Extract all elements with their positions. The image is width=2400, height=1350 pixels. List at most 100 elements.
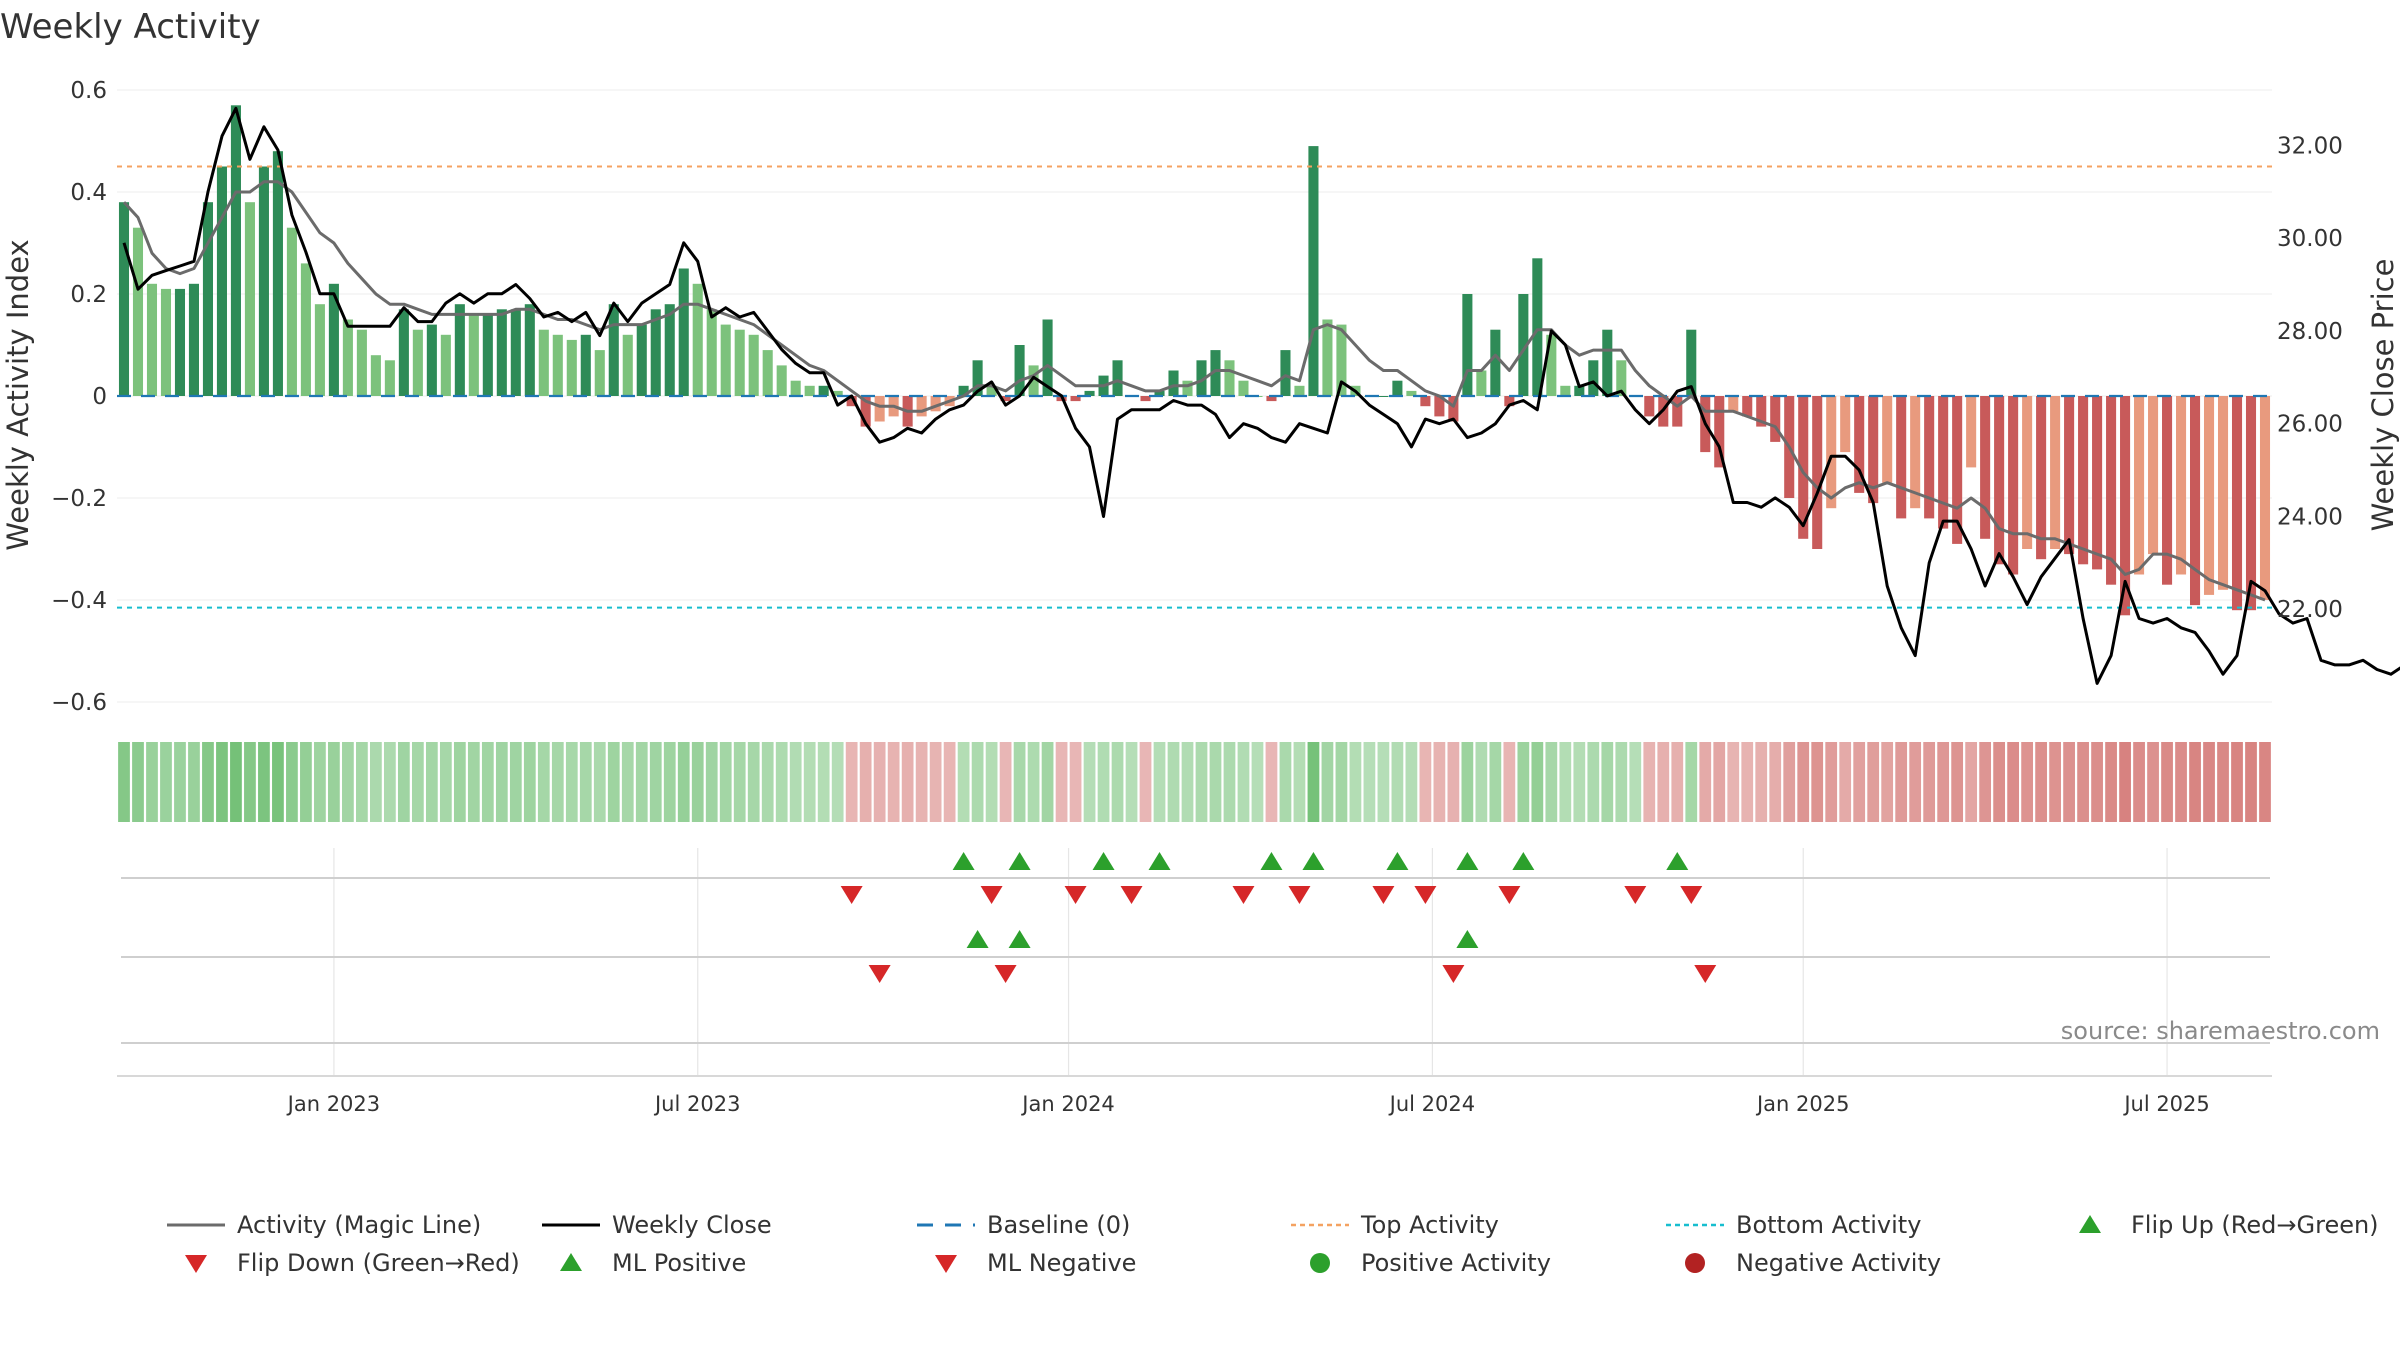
flip-up-marker <box>1260 852 1283 870</box>
heat-strip-cell <box>230 742 242 822</box>
legend-label: Weekly Close <box>612 1211 772 1239</box>
heat-strip-cell <box>1979 742 1992 822</box>
activity-bar <box>1952 396 1963 544</box>
legend-item: Activity (Magic Line) <box>167 1211 481 1239</box>
heat-strip-cell <box>2021 742 2033 822</box>
activity-bar <box>818 385 829 396</box>
heat-strip-cell <box>719 742 732 822</box>
heat-strip-cell <box>943 742 956 822</box>
activity-bar <box>524 304 535 396</box>
heat-strip-cell <box>342 742 354 822</box>
heat-strip-cell <box>328 742 340 822</box>
activity-bar <box>2078 396 2089 565</box>
legend-label: Positive Activity <box>1361 1249 1551 1277</box>
heat-strip-cell <box>2203 742 2215 822</box>
heat-strip-cell <box>1335 742 1348 822</box>
activity-bar <box>1434 396 1445 417</box>
heat-strip-cell <box>1741 742 1754 822</box>
heat-strip-cell <box>1769 742 1782 822</box>
legend-item: ML Positive <box>560 1249 746 1277</box>
activity-bar <box>748 334 759 396</box>
activity-bar <box>1238 380 1249 396</box>
heat-strip-cell <box>258 742 270 822</box>
activity-bar <box>1672 396 1683 427</box>
y-tick-label: −0.6 <box>51 690 107 716</box>
heat-strip-cell <box>1559 742 1572 822</box>
activity-bar <box>2008 396 2019 575</box>
heat-strip-cell <box>1069 742 1082 822</box>
legend-swatch <box>185 1255 207 1273</box>
activity-bar <box>608 304 619 396</box>
heat-strip-cell <box>1167 742 1180 822</box>
heat-strip-cell <box>1209 742 1222 822</box>
activity-bar <box>1924 396 1935 519</box>
legend-swatch <box>2079 1215 2101 1233</box>
heat-strip-cell <box>579 742 592 822</box>
heat-strip-cell <box>803 742 816 822</box>
y-axis-title: Weekly Activity Index <box>1 239 35 550</box>
heat-strip-cell <box>705 742 718 822</box>
activity-bar <box>468 314 479 396</box>
grid-lines <box>117 89 2272 1075</box>
activity-bar <box>118 202 130 396</box>
heat-strip-cell <box>1643 742 1656 822</box>
heat-strip-cell <box>1013 742 1026 822</box>
ml-negative-marker <box>1694 965 1717 983</box>
ml-positive-marker <box>966 930 989 948</box>
heat-strip-cell <box>1405 742 1418 822</box>
activity-bar <box>1140 396 1151 402</box>
heat-strip-cell <box>2133 742 2145 822</box>
activity-bar <box>132 227 144 396</box>
heat-strip-cell <box>971 742 984 822</box>
y2-tick-label: 26.00 <box>2277 412 2343 438</box>
heat-strip-cell <box>2175 742 2187 822</box>
heat-strip-cell <box>691 742 704 822</box>
activity-bar <box>916 396 927 417</box>
heat-strip-cell <box>1881 742 1894 822</box>
heat-strip-cell <box>1825 742 1838 822</box>
activity-bar <box>356 329 367 396</box>
activity-bar <box>790 380 801 396</box>
heat-strip-cell <box>1811 742 1824 822</box>
activity-bar <box>2203 396 2215 595</box>
legend-swatch <box>1685 1253 1705 1273</box>
heat-strip-cell <box>2259 742 2271 822</box>
heat-strip-cell <box>1349 742 1362 822</box>
activity-bar <box>1000 396 1011 402</box>
activity-bar <box>1084 390 1095 396</box>
heat-strip-cell <box>1391 742 1404 822</box>
heat-strip-cell <box>411 742 424 822</box>
heat-strip-cell <box>1545 742 1558 822</box>
heat-strip-cell <box>1727 742 1740 822</box>
activity-bar <box>832 390 843 396</box>
activity-bar <box>776 365 787 396</box>
activity-bar <box>1028 365 1039 396</box>
heat-strip-cell <box>2161 742 2173 822</box>
heat-strip-cell <box>1433 742 1446 822</box>
activity-bar <box>510 309 521 396</box>
activity-bar <box>1742 396 1753 417</box>
activity-bar <box>2217 396 2229 590</box>
activity-bar <box>972 360 983 396</box>
activity-bar <box>2022 396 2033 549</box>
ml-negative-marker <box>1442 965 1465 983</box>
activity-bar <box>482 314 493 396</box>
legend-swatch <box>935 1255 957 1273</box>
heat-strip-cell <box>1363 742 1376 822</box>
heat-strip-cell <box>1685 742 1698 822</box>
activity-bar <box>314 304 325 396</box>
activity-bar <box>2134 396 2145 575</box>
activity-bar <box>762 350 773 396</box>
activity-bar <box>594 350 605 396</box>
heat-strip-cell <box>2105 742 2117 822</box>
activity-bar <box>804 385 815 396</box>
heat-strip-cell <box>1055 742 1068 822</box>
heat-strip-cell <box>1615 742 1628 822</box>
activity-bar <box>1336 324 1347 396</box>
activity-bar <box>1714 396 1725 468</box>
signal-rows <box>840 852 1717 983</box>
flip-down-marker <box>840 886 863 904</box>
heat-strip-cell <box>1461 742 1474 822</box>
heat-strip-cell <box>789 742 802 822</box>
